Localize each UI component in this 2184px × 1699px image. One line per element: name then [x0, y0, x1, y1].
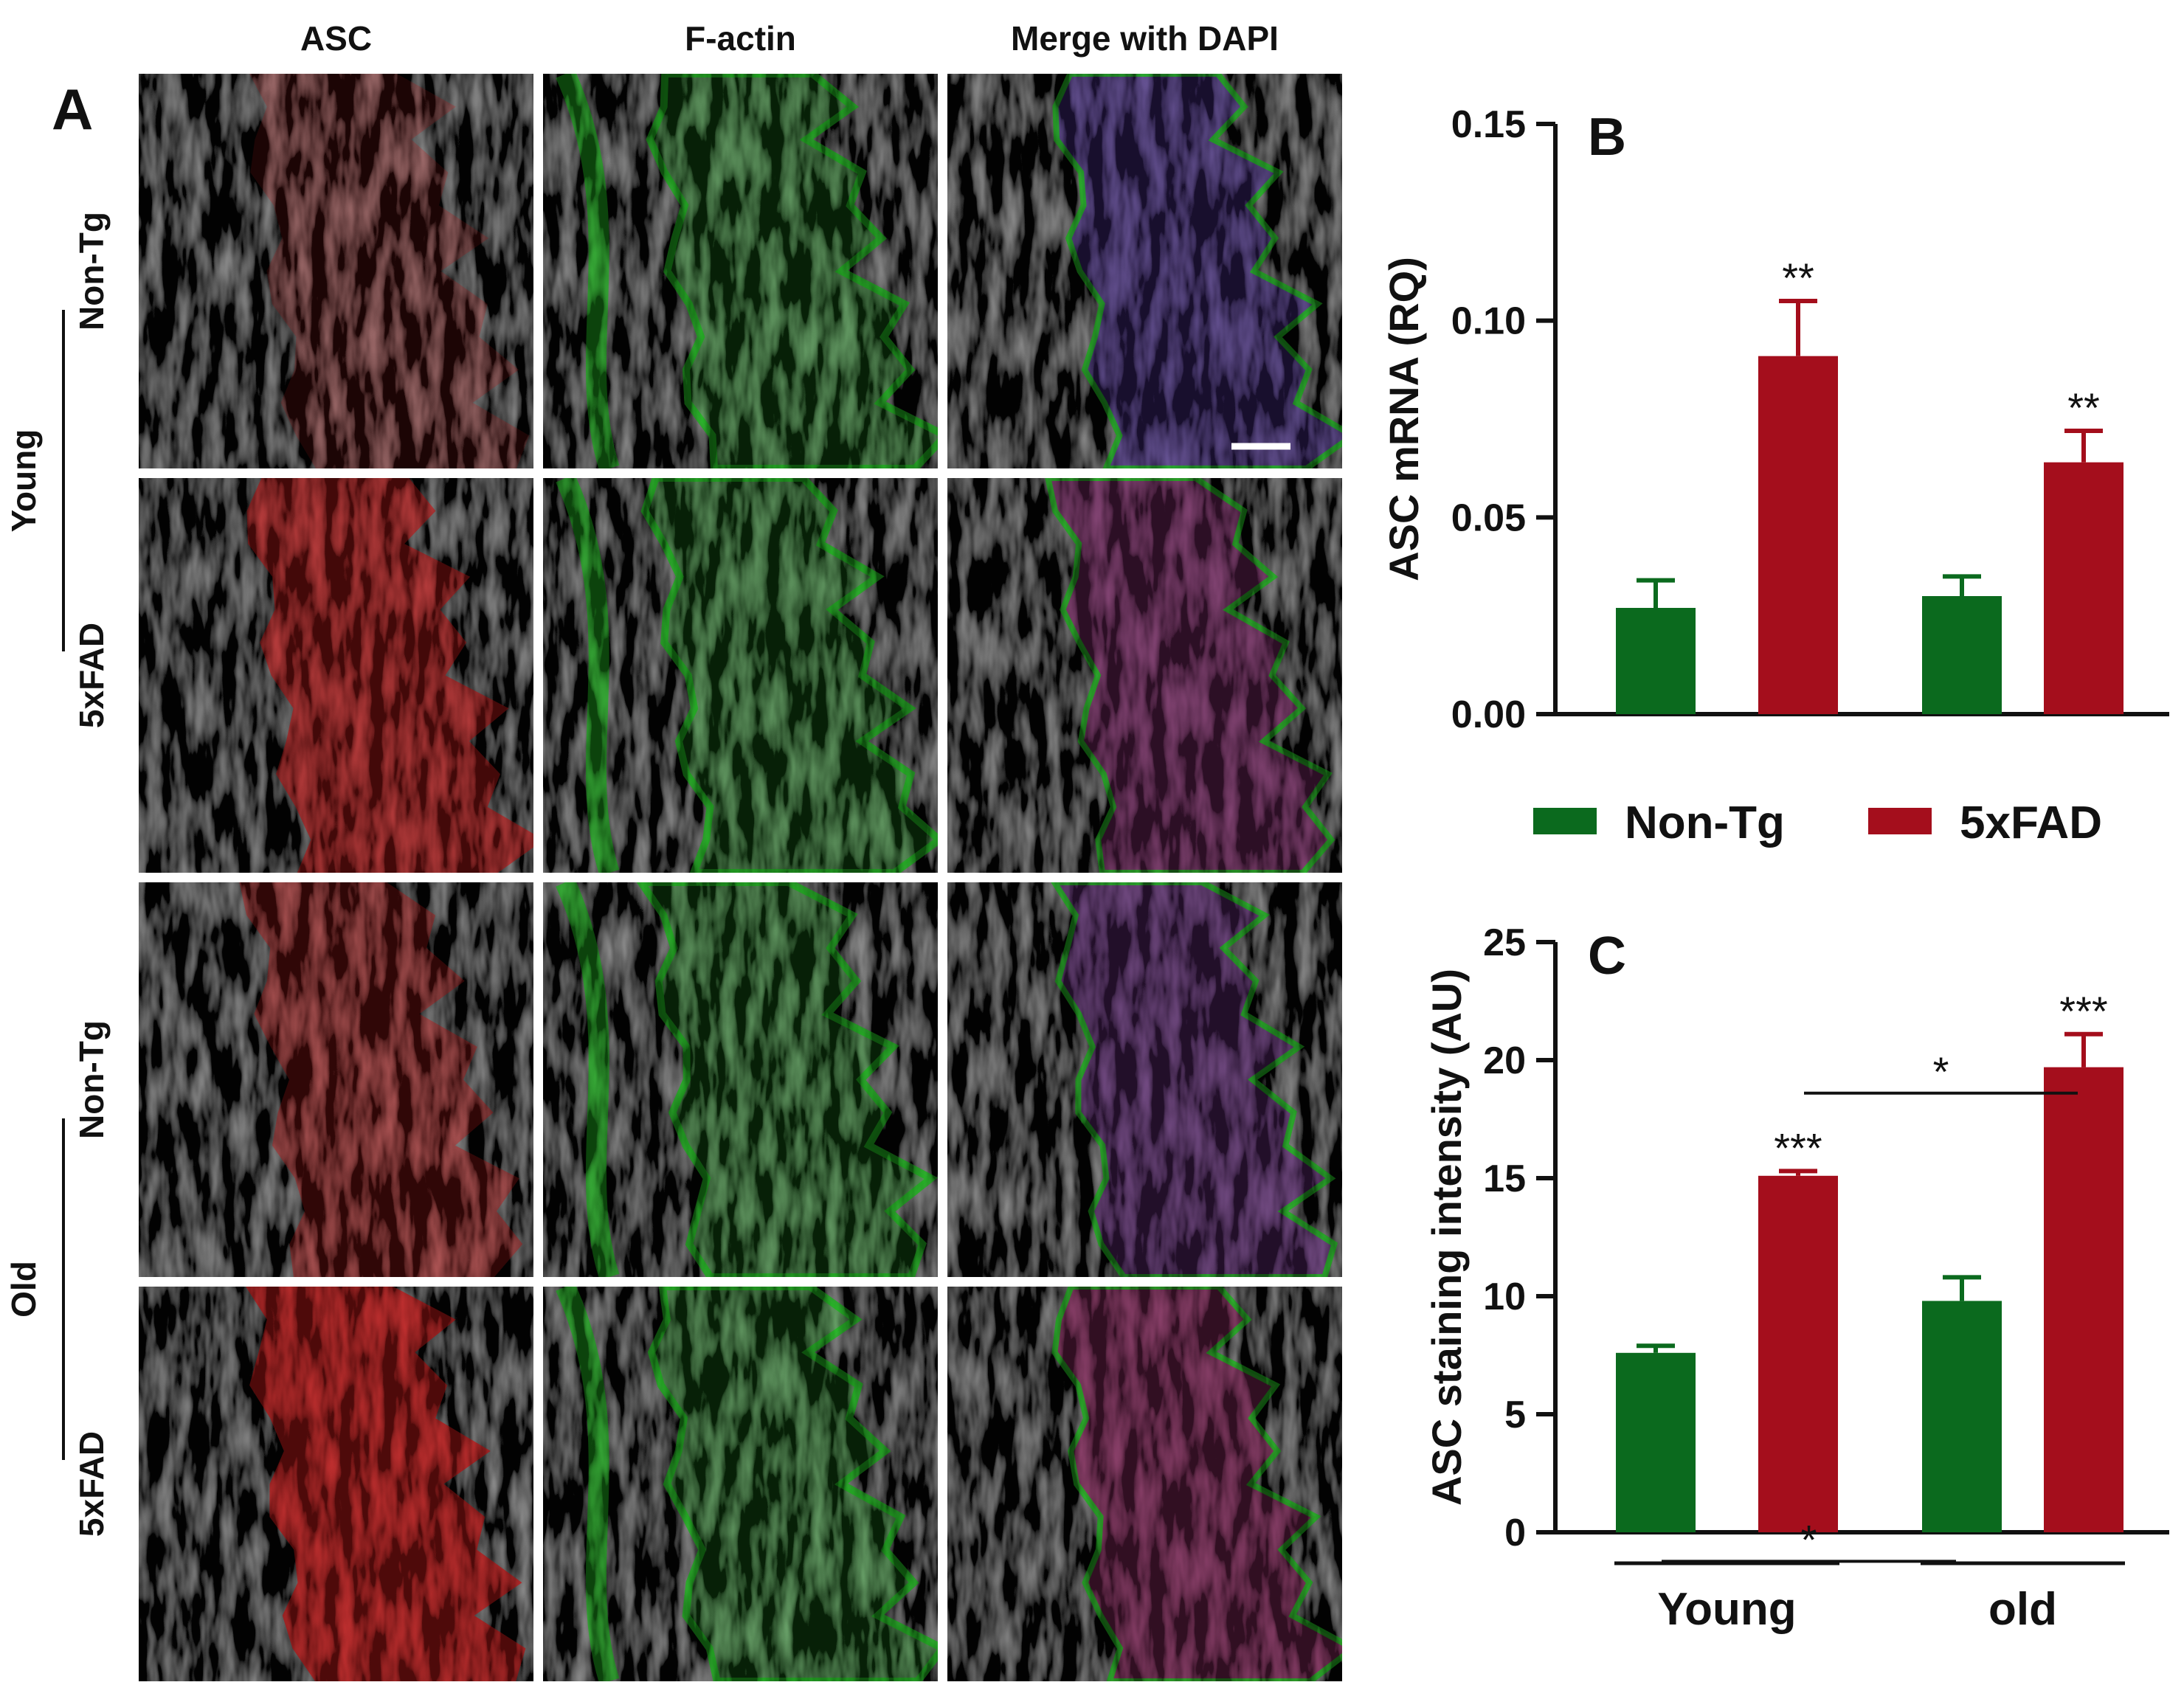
micrograph-r2-c0 — [139, 882, 533, 1277]
significance-label: *** — [2059, 988, 2107, 1034]
micrograph-group-labels: Young Old — [4, 310, 65, 1460]
micrograph-r0-c1 — [543, 74, 938, 468]
row-label-3: 5xFAD — [72, 1431, 111, 1537]
micrograph-r3-c0 — [139, 1287, 533, 1681]
group-label-0: Young — [4, 429, 43, 533]
y-tick-label: 20 — [1483, 1039, 1526, 1082]
bar-1 — [1758, 356, 1838, 714]
legend-label-1: 5xFAD — [1960, 797, 2102, 848]
micrograph-column-headers: ASC F-actin Merge with DAPI — [300, 19, 1279, 58]
y-axis-label: ASC mRNA (RQ) — [1380, 257, 1427, 581]
y-tick-label: 0.15 — [1451, 103, 1526, 146]
significance-label: ** — [2067, 384, 2100, 431]
column-header-2: Merge with DAPI — [1011, 19, 1279, 58]
row-label-2: Non-Tg — [72, 1020, 111, 1139]
significance-label: ** — [1782, 255, 1814, 301]
chart-c: C 0 5 10 15 20 25 ASC staining intensity (AU) *… — [1423, 921, 2169, 1635]
column-header-1: F-actin — [685, 19, 796, 58]
row-label-0: Non-Tg — [72, 212, 111, 331]
bar-1 — [1758, 1175, 1838, 1532]
row-label-1: 5xFAD — [72, 623, 111, 728]
panel-c-letter: C — [1588, 927, 1626, 986]
panel-b-letter: B — [1588, 108, 1626, 167]
micrograph-r0-c2 — [947, 74, 1342, 468]
y-tick-label: 0.10 — [1451, 300, 1526, 343]
micrograph-r0-c0 — [139, 74, 533, 468]
y-tick-label: 0.00 — [1451, 693, 1526, 736]
micrograph-panel: A ASC F-actin Merge with DAPI Non-Tg5xFADN… — [4, 19, 1342, 1681]
y-tick-label: 25 — [1483, 921, 1526, 964]
y-tick-label: 5 — [1504, 1394, 1526, 1436]
micrograph-r3-c2 — [947, 1287, 1342, 1681]
comparison-label: * — [1801, 1516, 1817, 1563]
comparison-label: * — [1933, 1048, 1949, 1095]
bar-0 — [1616, 608, 1696, 714]
y-tick-label: 15 — [1483, 1158, 1526, 1200]
micrograph-r1-c1 — [543, 478, 938, 873]
significance-label: *** — [1774, 1124, 1822, 1171]
legend-swatch-1 — [1868, 808, 1932, 834]
column-header-0: ASC — [300, 19, 372, 58]
bar-3 — [2044, 462, 2123, 714]
group-label: old — [1988, 1584, 2057, 1635]
group-label-1: Old — [4, 1261, 43, 1318]
micrograph-row-labels: Non-Tg 5xFAD Non-Tg 5xFAD — [72, 212, 111, 1537]
chart-legend: Non-Tg 5xFAD — [1533, 797, 2102, 848]
y-tick-label: 0.05 — [1451, 496, 1526, 539]
micrograph-r2-c2 — [947, 882, 1342, 1277]
micrograph-r3-c1 — [543, 1287, 938, 1681]
bar-0 — [1616, 1352, 1696, 1532]
bar-3 — [2044, 1067, 2123, 1532]
micrograph-grid — [139, 74, 1342, 1681]
micrograph-r1-c2 — [947, 478, 1342, 873]
micrograph-r2-c1 — [543, 882, 938, 1277]
bar-2 — [1922, 596, 2002, 714]
group-label: Young — [1657, 1584, 1796, 1635]
micrograph-r1-c0 — [139, 478, 533, 873]
y-axis-label: ASC staining intensity (AU) — [1423, 969, 1470, 1506]
legend-swatch-0 — [1533, 808, 1597, 834]
chart-b: B 0.00 0.05 0.10 0.15 ASC mRNA (RQ) ** ** — [1380, 103, 2169, 736]
y-tick-label: 0 — [1504, 1512, 1526, 1554]
y-tick-label: 10 — [1483, 1276, 1526, 1318]
bar-2 — [1922, 1301, 2002, 1532]
panel-a-letter: A — [52, 77, 93, 142]
legend-label-0: Non-Tg — [1625, 797, 1785, 848]
